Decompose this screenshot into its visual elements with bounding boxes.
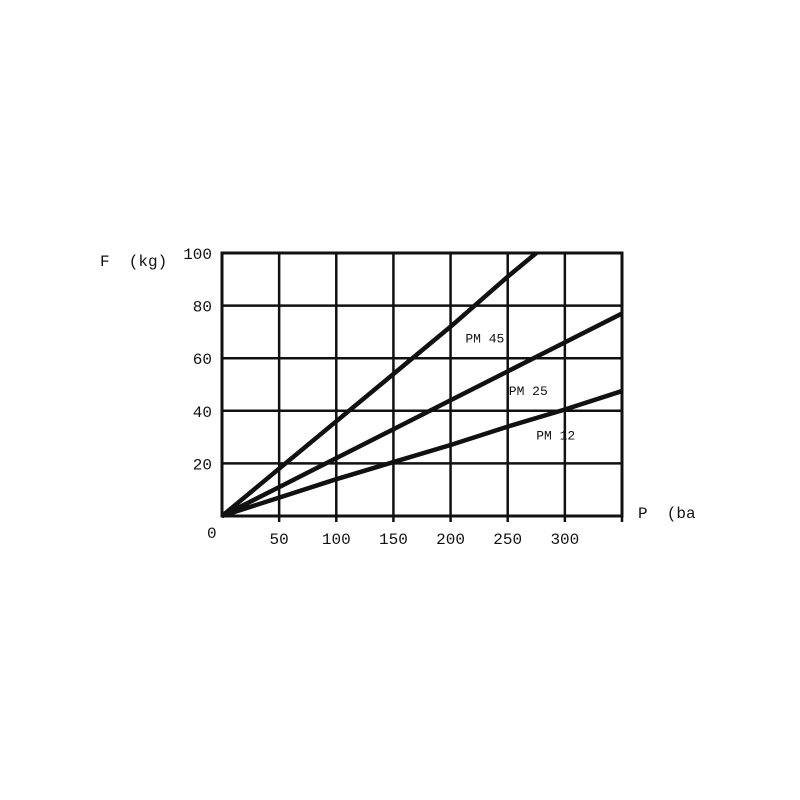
origin-label: 0 bbox=[207, 525, 217, 543]
grid bbox=[220, 251, 624, 522]
y-tick-label: 60 bbox=[193, 351, 212, 369]
x-axis-label: P (ba bbox=[638, 505, 696, 523]
x-tick-label: 200 bbox=[436, 531, 465, 549]
series-label: PM 25 bbox=[509, 384, 548, 399]
y-tick-label: 80 bbox=[193, 299, 212, 317]
x-tick-label: 50 bbox=[270, 531, 289, 549]
y-tick-label: 40 bbox=[193, 404, 212, 422]
y-tick-label: 20 bbox=[193, 456, 212, 474]
plot-frame bbox=[220, 251, 624, 518]
y-tick-label: 100 bbox=[183, 246, 212, 264]
series-label: PM 12 bbox=[536, 429, 575, 444]
series-line-pm-45 bbox=[220, 251, 538, 518]
series-lines bbox=[220, 251, 624, 519]
x-tick-label: 150 bbox=[379, 531, 408, 549]
labels: 50 100 150 200 250 300 20 40 60 80 100 PM 45 PM 25 PM… bbox=[183, 246, 579, 549]
series-line-pm-12 bbox=[221, 388, 623, 519]
x-tick-label: 100 bbox=[322, 531, 351, 549]
x-tick-label: 250 bbox=[493, 531, 522, 549]
y-axis-label: F (kg) bbox=[100, 253, 167, 271]
series-line-pm-25 bbox=[220, 311, 624, 519]
series-label: PM 45 bbox=[465, 331, 504, 346]
x-tick-label: 300 bbox=[550, 531, 579, 549]
